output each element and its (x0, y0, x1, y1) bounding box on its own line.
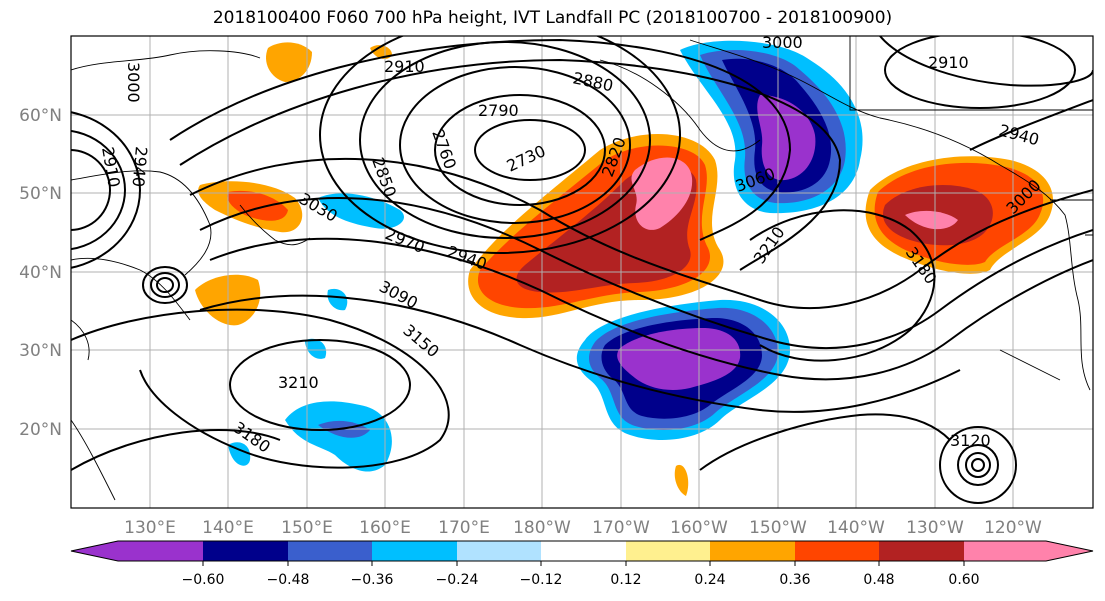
lon-label: 160°W (670, 518, 728, 538)
contour-label: 3000 (124, 62, 143, 103)
coastlines (71, 36, 1093, 501)
lon-label: 130°E (124, 518, 176, 538)
ivt-shading (195, 40, 1054, 496)
colorbar-tick-label: 0.24 (694, 572, 725, 588)
colorbar-swatch (372, 541, 457, 561)
contour-label: 3120 (950, 431, 991, 450)
lon-label: 120°W (984, 518, 1042, 538)
lat-label: 40°N (19, 263, 62, 283)
colorbar: −0.60 −0.48 −0.36 −0.24 −0.12 0.12 0.24 … (70, 540, 1094, 588)
colorbar-swatch (118, 541, 203, 561)
longitude-labels: 130°E 140°E 150°E 160°E 170°E 180°W 170°… (124, 518, 1042, 538)
lon-label: 170°W (592, 518, 650, 538)
colorbar-swatch (541, 541, 626, 561)
lon-label: 180°W (513, 518, 571, 538)
colorbar-swatch (710, 541, 795, 561)
latitude-labels: 60°N 50°N 40°N 30°N 20°N (19, 106, 62, 440)
contour-label: 3210 (278, 373, 319, 392)
colorbar-tick-label: −0.24 (436, 572, 479, 588)
contour-label: 2940 (128, 146, 150, 188)
colorbar-tick-label: −0.60 (182, 572, 225, 588)
colorbar-swatch (288, 541, 372, 561)
figure-title: 2018100400 F060 700 hPa height, IVT Land… (212, 8, 893, 28)
colorbar-swatch (964, 541, 1046, 561)
lat-label: 20°N (19, 420, 62, 440)
height-contours (71, 36, 1093, 504)
map-frame (70, 35, 1094, 509)
lon-label: 140°E (202, 518, 254, 538)
colorbar-tick-label: 0.60 (948, 572, 979, 588)
contour-label: 2910 (384, 57, 425, 76)
colorbar-swatch (457, 541, 541, 561)
lon-label: 140°W (827, 518, 885, 538)
contour-label: 2910 (928, 53, 969, 72)
lon-label: 170°E (438, 518, 490, 538)
colorbar-swatch (795, 541, 879, 561)
colorbar-swatch (203, 541, 288, 561)
colorbar-tick-label: 0.48 (863, 572, 894, 588)
colorbar-tick-label: −0.36 (351, 572, 394, 588)
lon-label: 130°W (906, 518, 964, 538)
lat-label: 60°N (19, 106, 62, 126)
lon-label: 150°W (749, 518, 807, 538)
lat-label: 30°N (19, 341, 62, 361)
lat-label: 50°N (19, 184, 62, 204)
colorbar-swatch (1046, 541, 1093, 561)
lon-label: 160°E (359, 518, 411, 538)
colorbar-swatch (71, 541, 118, 561)
contour-label: 2790 (478, 101, 519, 120)
colorbar-tick-label: −0.12 (520, 572, 563, 588)
colorbar-tick-label: 0.12 (610, 572, 641, 588)
graticule (71, 36, 1093, 508)
colorbar-swatch (879, 541, 964, 561)
colorbar-tick-label: −0.48 (267, 572, 310, 588)
contour-label: 3000 (762, 33, 803, 52)
colorbar-tick-label: 0.36 (779, 572, 810, 588)
colorbar-swatch (626, 541, 710, 561)
lon-label: 150°E (281, 518, 333, 538)
